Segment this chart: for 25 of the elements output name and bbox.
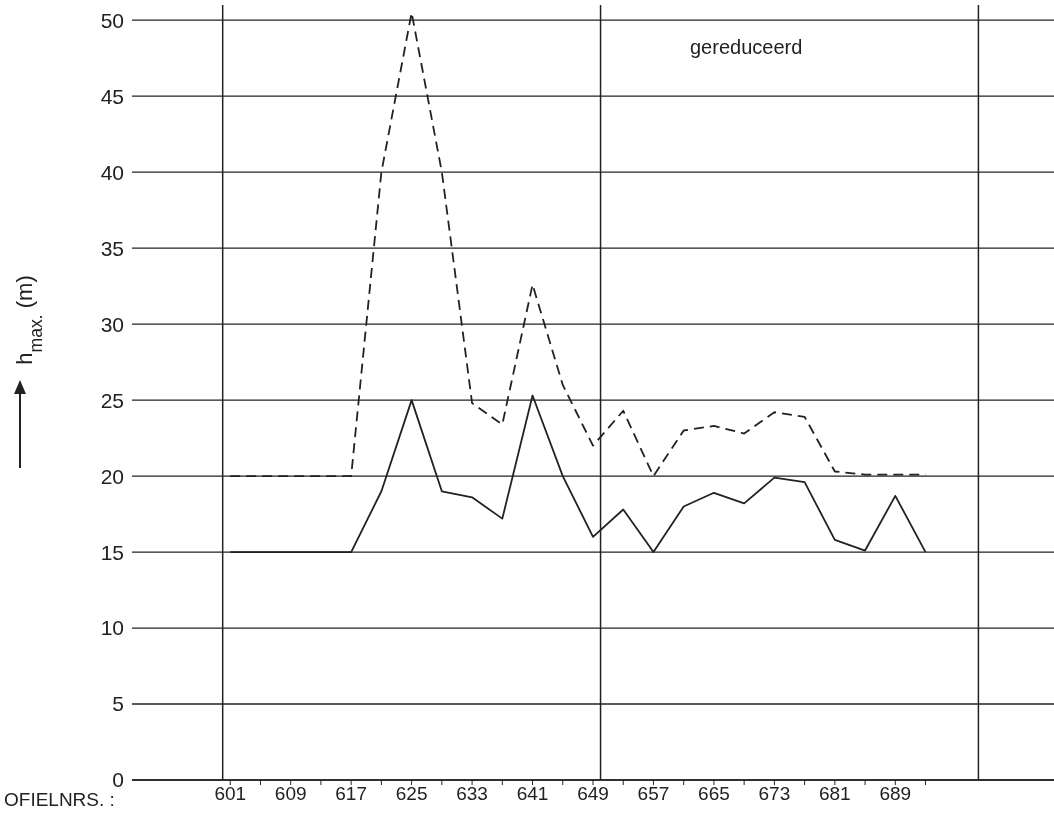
- y-tick-label: 15: [100, 540, 124, 564]
- x-tick-label: 617: [335, 783, 368, 805]
- y-tick-label: 25: [100, 388, 124, 412]
- y-tick-label: 40: [100, 160, 124, 184]
- y-tick-label: 45: [100, 84, 124, 108]
- x-tick-label: 681: [818, 783, 851, 805]
- y-tick-label: 50: [100, 8, 124, 32]
- x-tick-label: 625: [395, 783, 428, 805]
- y-tick-label: 30: [100, 312, 124, 336]
- x-tick-label: 665: [698, 783, 730, 805]
- x-tick-label: 601: [214, 783, 247, 805]
- x-tick-label: 649: [577, 783, 609, 805]
- x-tick-label: 641: [516, 783, 549, 805]
- y-tick-label: 5: [112, 692, 124, 716]
- y-tick-label: 10: [100, 616, 124, 640]
- x-axis-title: OFIELNRS. :: [4, 789, 115, 810]
- x-tick-label: 609: [274, 783, 307, 805]
- x-tick-label: 689: [879, 783, 912, 805]
- x-tick-label: 633: [456, 783, 488, 805]
- y-tick-label: 0: [112, 768, 124, 792]
- y-tick-label: 35: [100, 236, 124, 260]
- x-tick-label: 673: [758, 783, 791, 805]
- y-tick-label: 20: [100, 464, 124, 488]
- x-tick-label: 657: [637, 783, 670, 805]
- annotation: gereduceerd: [690, 36, 803, 59]
